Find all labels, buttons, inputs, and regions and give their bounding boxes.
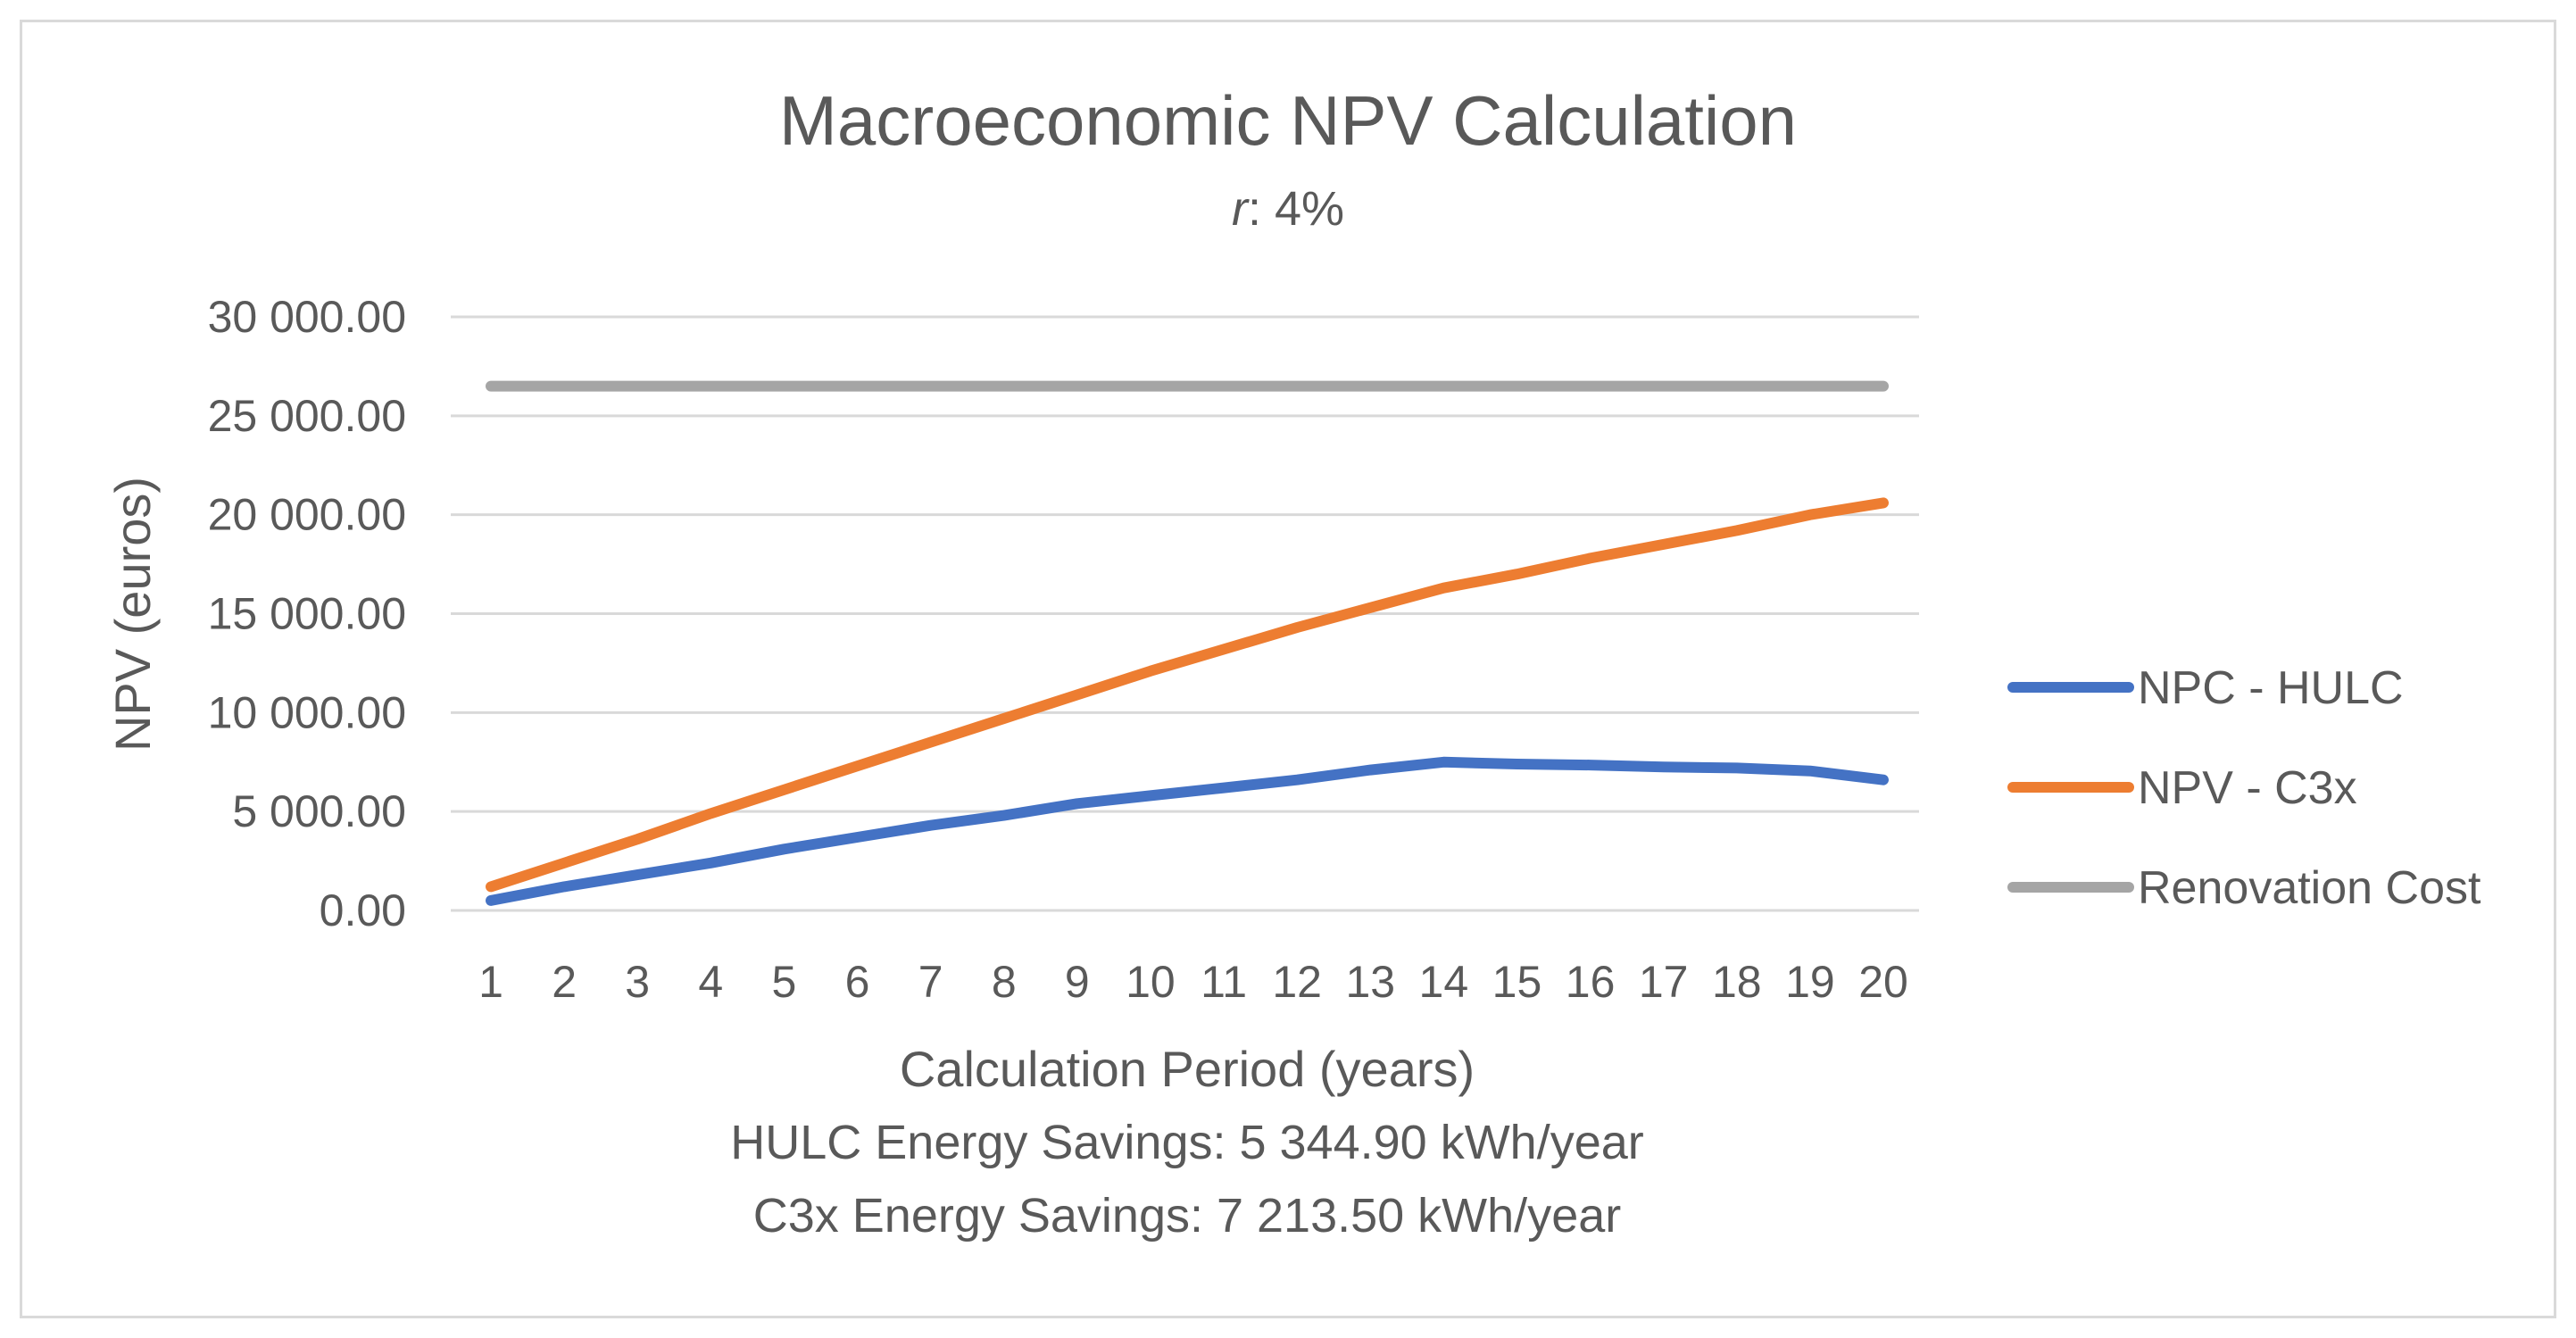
x-tick-label: 7 xyxy=(918,957,943,1007)
x-tick-label: 20 xyxy=(1858,957,1908,1007)
y-tick-label: 15 000.00 xyxy=(208,589,406,639)
x-tick-label: 10 xyxy=(1126,957,1176,1007)
series-line-npc-hulc xyxy=(486,756,1889,906)
subtitle-rest: : 4% xyxy=(1248,182,1344,236)
y-axis-label: NPV (euros) xyxy=(104,477,161,752)
hulc-energy-savings-note: HULC Energy Savings: 5 344.90 kWh/year xyxy=(730,1116,1644,1169)
legend-label-npc-hulc: NPC - HULC xyxy=(2138,662,2404,714)
y-tick-label: 5 000.00 xyxy=(232,786,406,836)
subtitle-italic: r xyxy=(1232,182,1250,236)
x-tick-label: 19 xyxy=(1785,957,1835,1007)
x-axis-label: Calculation Period (years) xyxy=(900,1041,1475,1097)
chart-title: Macroeconomic NPV Calculation xyxy=(779,81,1797,160)
x-tick-label: 4 xyxy=(698,957,723,1007)
x-tick-label: 14 xyxy=(1419,957,1469,1007)
x-tick-label: 8 xyxy=(992,957,1017,1007)
x-tick-label: 2 xyxy=(552,957,577,1007)
x-tick-label: 5 xyxy=(772,957,797,1007)
series-lines xyxy=(486,380,1889,906)
y-tick-label: 25 000.00 xyxy=(208,391,406,441)
x-tick-label: 11 xyxy=(1201,957,1247,1007)
chart-subtitle: r: 4% xyxy=(1232,182,1344,236)
x-tick-label: 9 xyxy=(1065,957,1090,1007)
legend: NPC - HULC NPV - C3x Renovation Cost xyxy=(2007,662,2481,914)
x-tick-label: 1 xyxy=(478,957,503,1007)
y-tick-label: 10 000.00 xyxy=(208,687,406,737)
x-tick-label: 3 xyxy=(625,957,650,1007)
x-tick-label: 6 xyxy=(845,957,870,1007)
legend-label-npv-c3x: NPV - C3x xyxy=(2138,762,2357,814)
series-line-npv-c3x xyxy=(486,497,1889,893)
y-tick-label: 0.00 xyxy=(320,885,406,935)
c3x-energy-savings-note: C3x Energy Savings: 7 213.50 kWh/year xyxy=(753,1189,1622,1242)
x-tick-labels: 1 2 3 4 5 6 7 8 9 10 11 12 13 14 15 16 17 18 19 20 xyxy=(478,957,1908,1007)
gridlines xyxy=(451,315,1919,912)
y-tick-label: 30 000.00 xyxy=(208,292,406,342)
x-tick-label: 12 xyxy=(1272,957,1322,1007)
x-tick-label: 16 xyxy=(1566,957,1616,1007)
y-tick-labels: 0.00 5 000.00 10 000.00 15 000.00 20 000.00 2… xyxy=(208,292,406,935)
chart-frame xyxy=(20,20,2556,1318)
x-tick-label: 13 xyxy=(1345,957,1395,1007)
legend-label-renovation-cost: Renovation Cost xyxy=(2138,862,2481,914)
x-tick-label: 17 xyxy=(1639,957,1689,1007)
y-tick-label: 20 000.00 xyxy=(208,490,406,540)
x-tick-label: 18 xyxy=(1712,957,1762,1007)
x-tick-label: 15 xyxy=(1492,957,1542,1007)
